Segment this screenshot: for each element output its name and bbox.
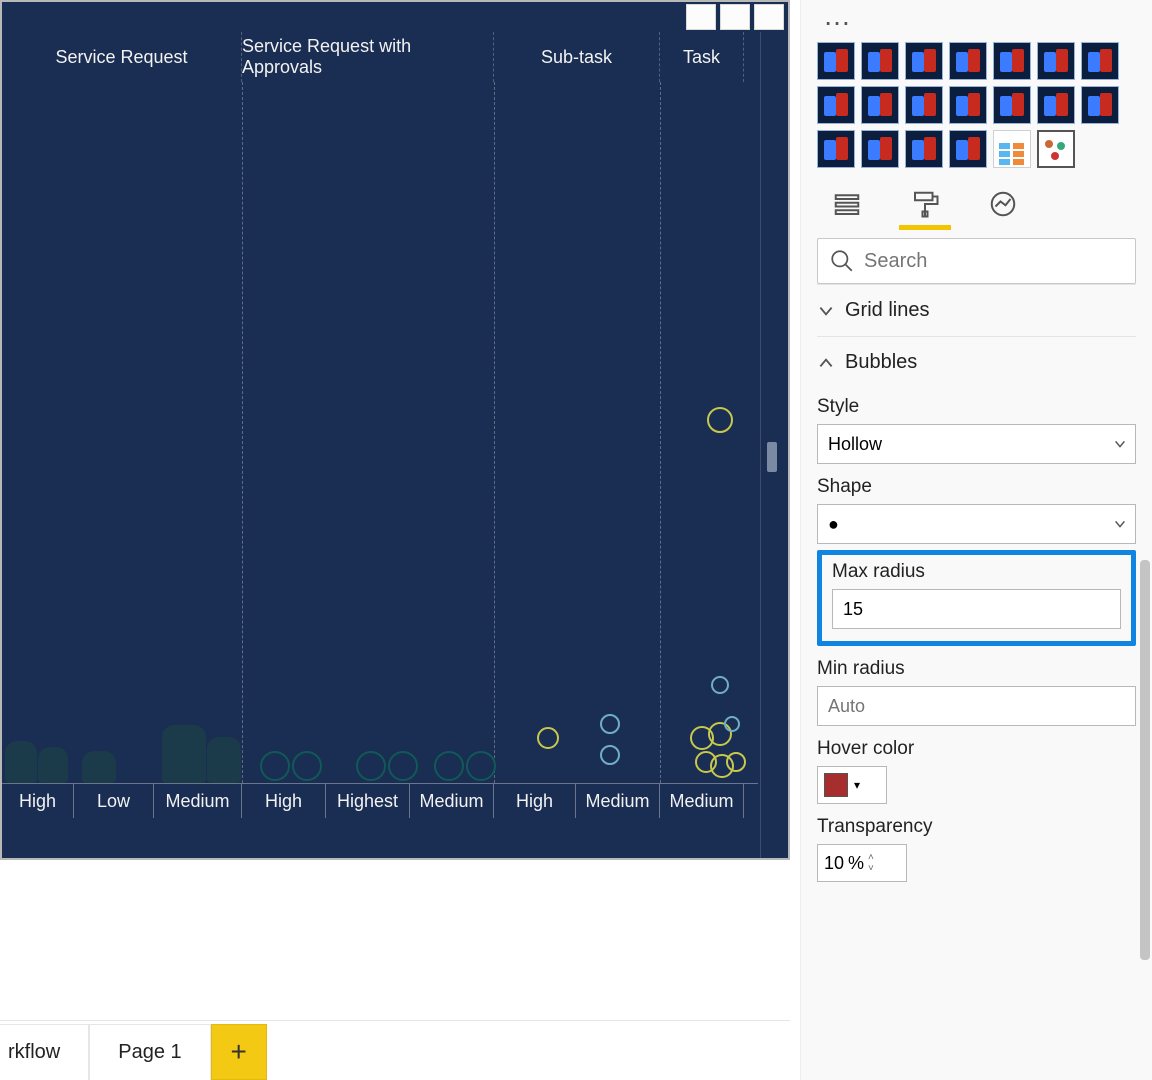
max-radius-input[interactable] bbox=[843, 594, 1092, 624]
chart-plot-area: Service RequestService Request with Appr… bbox=[2, 32, 758, 818]
category-header: Service Request bbox=[2, 32, 242, 82]
chevron-up-icon bbox=[817, 354, 835, 372]
viz-type-icon[interactable] bbox=[817, 86, 855, 124]
viz-type-icon[interactable] bbox=[861, 42, 899, 80]
min-radius-field bbox=[817, 686, 1136, 726]
viz-type-icon[interactable] bbox=[949, 86, 987, 124]
viz-type-icon[interactable] bbox=[949, 42, 987, 80]
report-canvas: Service RequestService Request with Appr… bbox=[0, 0, 800, 1080]
min-radius-input[interactable] bbox=[828, 691, 1107, 721]
shape-label: Shape bbox=[817, 476, 1136, 498]
pane-more-button[interactable]: … bbox=[817, 0, 1136, 36]
viz-type-matrix-icon[interactable] bbox=[993, 130, 1031, 168]
transparency-spinner[interactable]: 10 % ˄ ˅ bbox=[817, 844, 907, 882]
viz-type-icon[interactable] bbox=[1081, 42, 1119, 80]
subcategory-tick: Medium bbox=[410, 784, 494, 818]
viz-type-icon[interactable] bbox=[905, 86, 943, 124]
viz-type-icon[interactable] bbox=[1037, 86, 1075, 124]
category-header: Service Request with Approvals bbox=[242, 32, 494, 82]
spin-down-icon[interactable]: ˅ bbox=[868, 863, 874, 874]
subcategory-tick: Medium bbox=[660, 784, 744, 818]
max-radius-field bbox=[832, 589, 1121, 629]
page-tab-strip: rkflow Page 1 + bbox=[0, 1020, 790, 1080]
viz-type-icon[interactable] bbox=[1081, 86, 1119, 124]
analytics-tab[interactable] bbox=[983, 184, 1023, 224]
visual-options-button[interactable] bbox=[754, 4, 784, 30]
paint-roller-icon bbox=[910, 189, 940, 219]
focus-mode-button[interactable] bbox=[720, 4, 750, 30]
visualizations-pane: … bbox=[800, 0, 1152, 1080]
hover-color-swatch bbox=[824, 773, 848, 797]
chevron-down-icon bbox=[817, 302, 835, 320]
subcategory-tick: Low bbox=[74, 784, 154, 818]
chevron-down-icon bbox=[1113, 437, 1127, 451]
subcategory-tick: Highest bbox=[326, 784, 410, 818]
subcategory-tick: Medium bbox=[576, 784, 660, 818]
fields-tab[interactable] bbox=[827, 184, 867, 224]
subcategory-tick: Medium bbox=[154, 784, 242, 818]
section-bubbles: Bubbles Style Hollow Shape ● Max radius … bbox=[817, 336, 1136, 896]
bottom-silhouettes bbox=[2, 703, 758, 783]
format-tab[interactable] bbox=[905, 184, 945, 224]
viz-type-icon[interactable] bbox=[993, 86, 1031, 124]
subcategory-tick: High bbox=[2, 784, 74, 818]
format-search-row bbox=[817, 238, 1136, 284]
subcategory-axis-bottom: HighLowMediumHighHighestMediumHighMedium… bbox=[2, 783, 758, 818]
transparency-label: Transparency bbox=[817, 816, 1136, 838]
visual-header-toolbar bbox=[682, 2, 788, 32]
shape-value: ● bbox=[828, 514, 839, 535]
analytics-icon bbox=[988, 189, 1018, 219]
transparency-suffix: % bbox=[848, 853, 864, 874]
transparency-value: 10 bbox=[824, 853, 844, 874]
fields-icon bbox=[832, 189, 862, 219]
visualization-gallery bbox=[817, 36, 1136, 178]
pane-scrollbar[interactable] bbox=[1140, 560, 1150, 960]
page-tab-page1[interactable]: Page 1 bbox=[89, 1024, 210, 1080]
bubble-marker[interactable] bbox=[707, 407, 733, 433]
viz-type-icon[interactable] bbox=[861, 130, 899, 168]
viz-type-icon[interactable] bbox=[817, 42, 855, 80]
category-header: Task bbox=[660, 32, 744, 82]
viz-type-beeswarm-icon[interactable] bbox=[1037, 130, 1075, 168]
hover-color-picker[interactable]: ▾ bbox=[817, 766, 887, 804]
section-grid-lines-label: Grid lines bbox=[845, 299, 929, 322]
pane-tab-row bbox=[817, 178, 1136, 224]
format-search-input[interactable] bbox=[817, 238, 1136, 284]
chevron-down-icon bbox=[1113, 517, 1127, 531]
viz-type-icon[interactable] bbox=[861, 86, 899, 124]
viz-type-icon[interactable] bbox=[949, 130, 987, 168]
shape-select[interactable]: ● bbox=[817, 504, 1136, 544]
visual-scroll-thumb[interactable] bbox=[767, 442, 777, 472]
section-bubbles-label: Bubbles bbox=[845, 351, 917, 374]
viz-type-icon[interactable] bbox=[905, 130, 943, 168]
pin-visual-button[interactable] bbox=[686, 4, 716, 30]
page-tab-workflow[interactable]: rkflow bbox=[0, 1024, 89, 1080]
hover-color-label: Hover color bbox=[817, 738, 1136, 760]
style-value: Hollow bbox=[828, 434, 882, 455]
max-radius-label: Max radius bbox=[832, 561, 1121, 583]
subcategory-tick: High bbox=[242, 784, 326, 818]
style-select[interactable]: Hollow bbox=[817, 424, 1136, 464]
viz-type-icon[interactable] bbox=[817, 130, 855, 168]
section-grid-lines-header[interactable]: Grid lines bbox=[817, 299, 1136, 322]
style-label: Style bbox=[817, 396, 1136, 418]
chevron-down-icon: ▾ bbox=[854, 778, 860, 792]
min-radius-label: Min radius bbox=[817, 658, 1136, 680]
category-header: Sub-task bbox=[494, 32, 660, 82]
viz-type-icon[interactable] bbox=[1037, 42, 1075, 80]
subcategory-tick: High bbox=[494, 784, 576, 818]
bubble-chart-visual[interactable]: Service RequestService Request with Appr… bbox=[0, 0, 790, 860]
bubble-marker[interactable] bbox=[711, 676, 729, 694]
spin-up-icon[interactable]: ˄ bbox=[868, 852, 874, 863]
add-page-button[interactable]: + bbox=[211, 1024, 267, 1080]
category-axis-top: Service RequestService Request with Appr… bbox=[2, 32, 758, 82]
visual-scrollbar[interactable] bbox=[760, 32, 788, 858]
max-radius-highlight: Max radius bbox=[817, 550, 1136, 646]
viz-type-icon[interactable] bbox=[905, 42, 943, 80]
section-grid-lines: Grid lines bbox=[817, 284, 1136, 336]
section-bubbles-header[interactable]: Bubbles bbox=[817, 351, 1136, 374]
bubble-layer bbox=[2, 82, 758, 783]
viz-type-icon[interactable] bbox=[993, 42, 1031, 80]
